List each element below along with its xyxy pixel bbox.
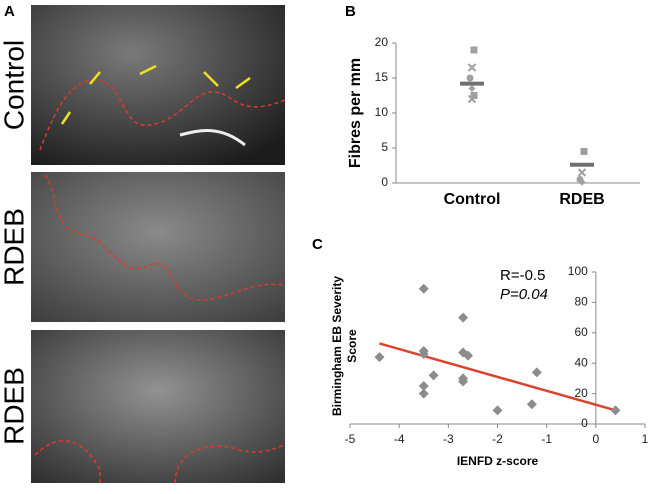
arrows: [60, 64, 251, 125]
point: [610, 405, 621, 416]
boundary: [34, 440, 286, 484]
point: [418, 349, 429, 360]
y-tick-label: 20: [574, 386, 588, 400]
micrographs: [31, 5, 286, 484]
image-label: RDEB: [0, 367, 29, 445]
image: [31, 330, 285, 483]
dot: [467, 63, 477, 72]
image-label: RDEB: [0, 208, 29, 286]
dot: [467, 94, 477, 104]
image: [31, 172, 285, 322]
dot: [470, 46, 478, 54]
dot: [470, 92, 478, 99]
x-tick-label: 0: [592, 432, 599, 446]
panel-label: C: [312, 236, 323, 253]
y-tick-label: 0: [381, 175, 388, 189]
panel-label: A: [4, 3, 15, 20]
x-tick-label: RDEB: [559, 191, 604, 208]
y-tick-label: 100: [568, 264, 588, 278]
dot: [580, 148, 588, 155]
trend-line: [379, 342, 616, 412]
y-tick-label: 0: [581, 416, 588, 430]
y-tick-label: 40: [574, 355, 588, 369]
y-tick-label: 20: [375, 35, 389, 49]
point: [374, 352, 385, 363]
x-tick-label: -2: [492, 432, 503, 446]
x-tick-label: -1: [541, 432, 552, 446]
x-tick-label: 1: [642, 432, 649, 446]
point: [428, 370, 439, 381]
x-tick-label: -4: [394, 432, 405, 446]
dot: [578, 178, 586, 186]
y-tick-label: 10: [375, 105, 389, 119]
y-axis-label: Fibres per mm: [347, 58, 364, 168]
dot: [468, 85, 476, 92]
point: [418, 283, 429, 294]
y-tick-label: 15: [375, 70, 389, 84]
dot: [577, 168, 587, 177]
point: [418, 381, 429, 391]
point: [458, 376, 469, 387]
y-tick-label: 80: [574, 295, 588, 309]
annotation: R=-0.5: [500, 267, 545, 284]
x-tick-label: -5: [345, 432, 356, 446]
x-tick-label: -3: [443, 432, 454, 446]
y-tick-label: 60: [574, 325, 588, 339]
point: [458, 312, 469, 323]
x-tick-label: Control: [444, 191, 501, 208]
point: [418, 388, 429, 399]
image-label: Control: [0, 40, 29, 130]
y-axis-label: Birmingham EB Severity: [330, 276, 344, 416]
panel-label: B: [345, 3, 356, 20]
y-tick-label: 5: [381, 140, 388, 154]
fibre: [179, 129, 246, 147]
x-axis-label: IENFD z-score: [457, 454, 539, 468]
image: [31, 5, 285, 165]
y-axis-label: Score: [345, 329, 359, 363]
boundary: [39, 79, 286, 151]
point: [531, 367, 542, 378]
point: [492, 405, 503, 416]
dot: [466, 74, 474, 82]
point: [463, 350, 473, 361]
annotation: P=0.04: [500, 286, 548, 303]
point: [526, 399, 537, 410]
